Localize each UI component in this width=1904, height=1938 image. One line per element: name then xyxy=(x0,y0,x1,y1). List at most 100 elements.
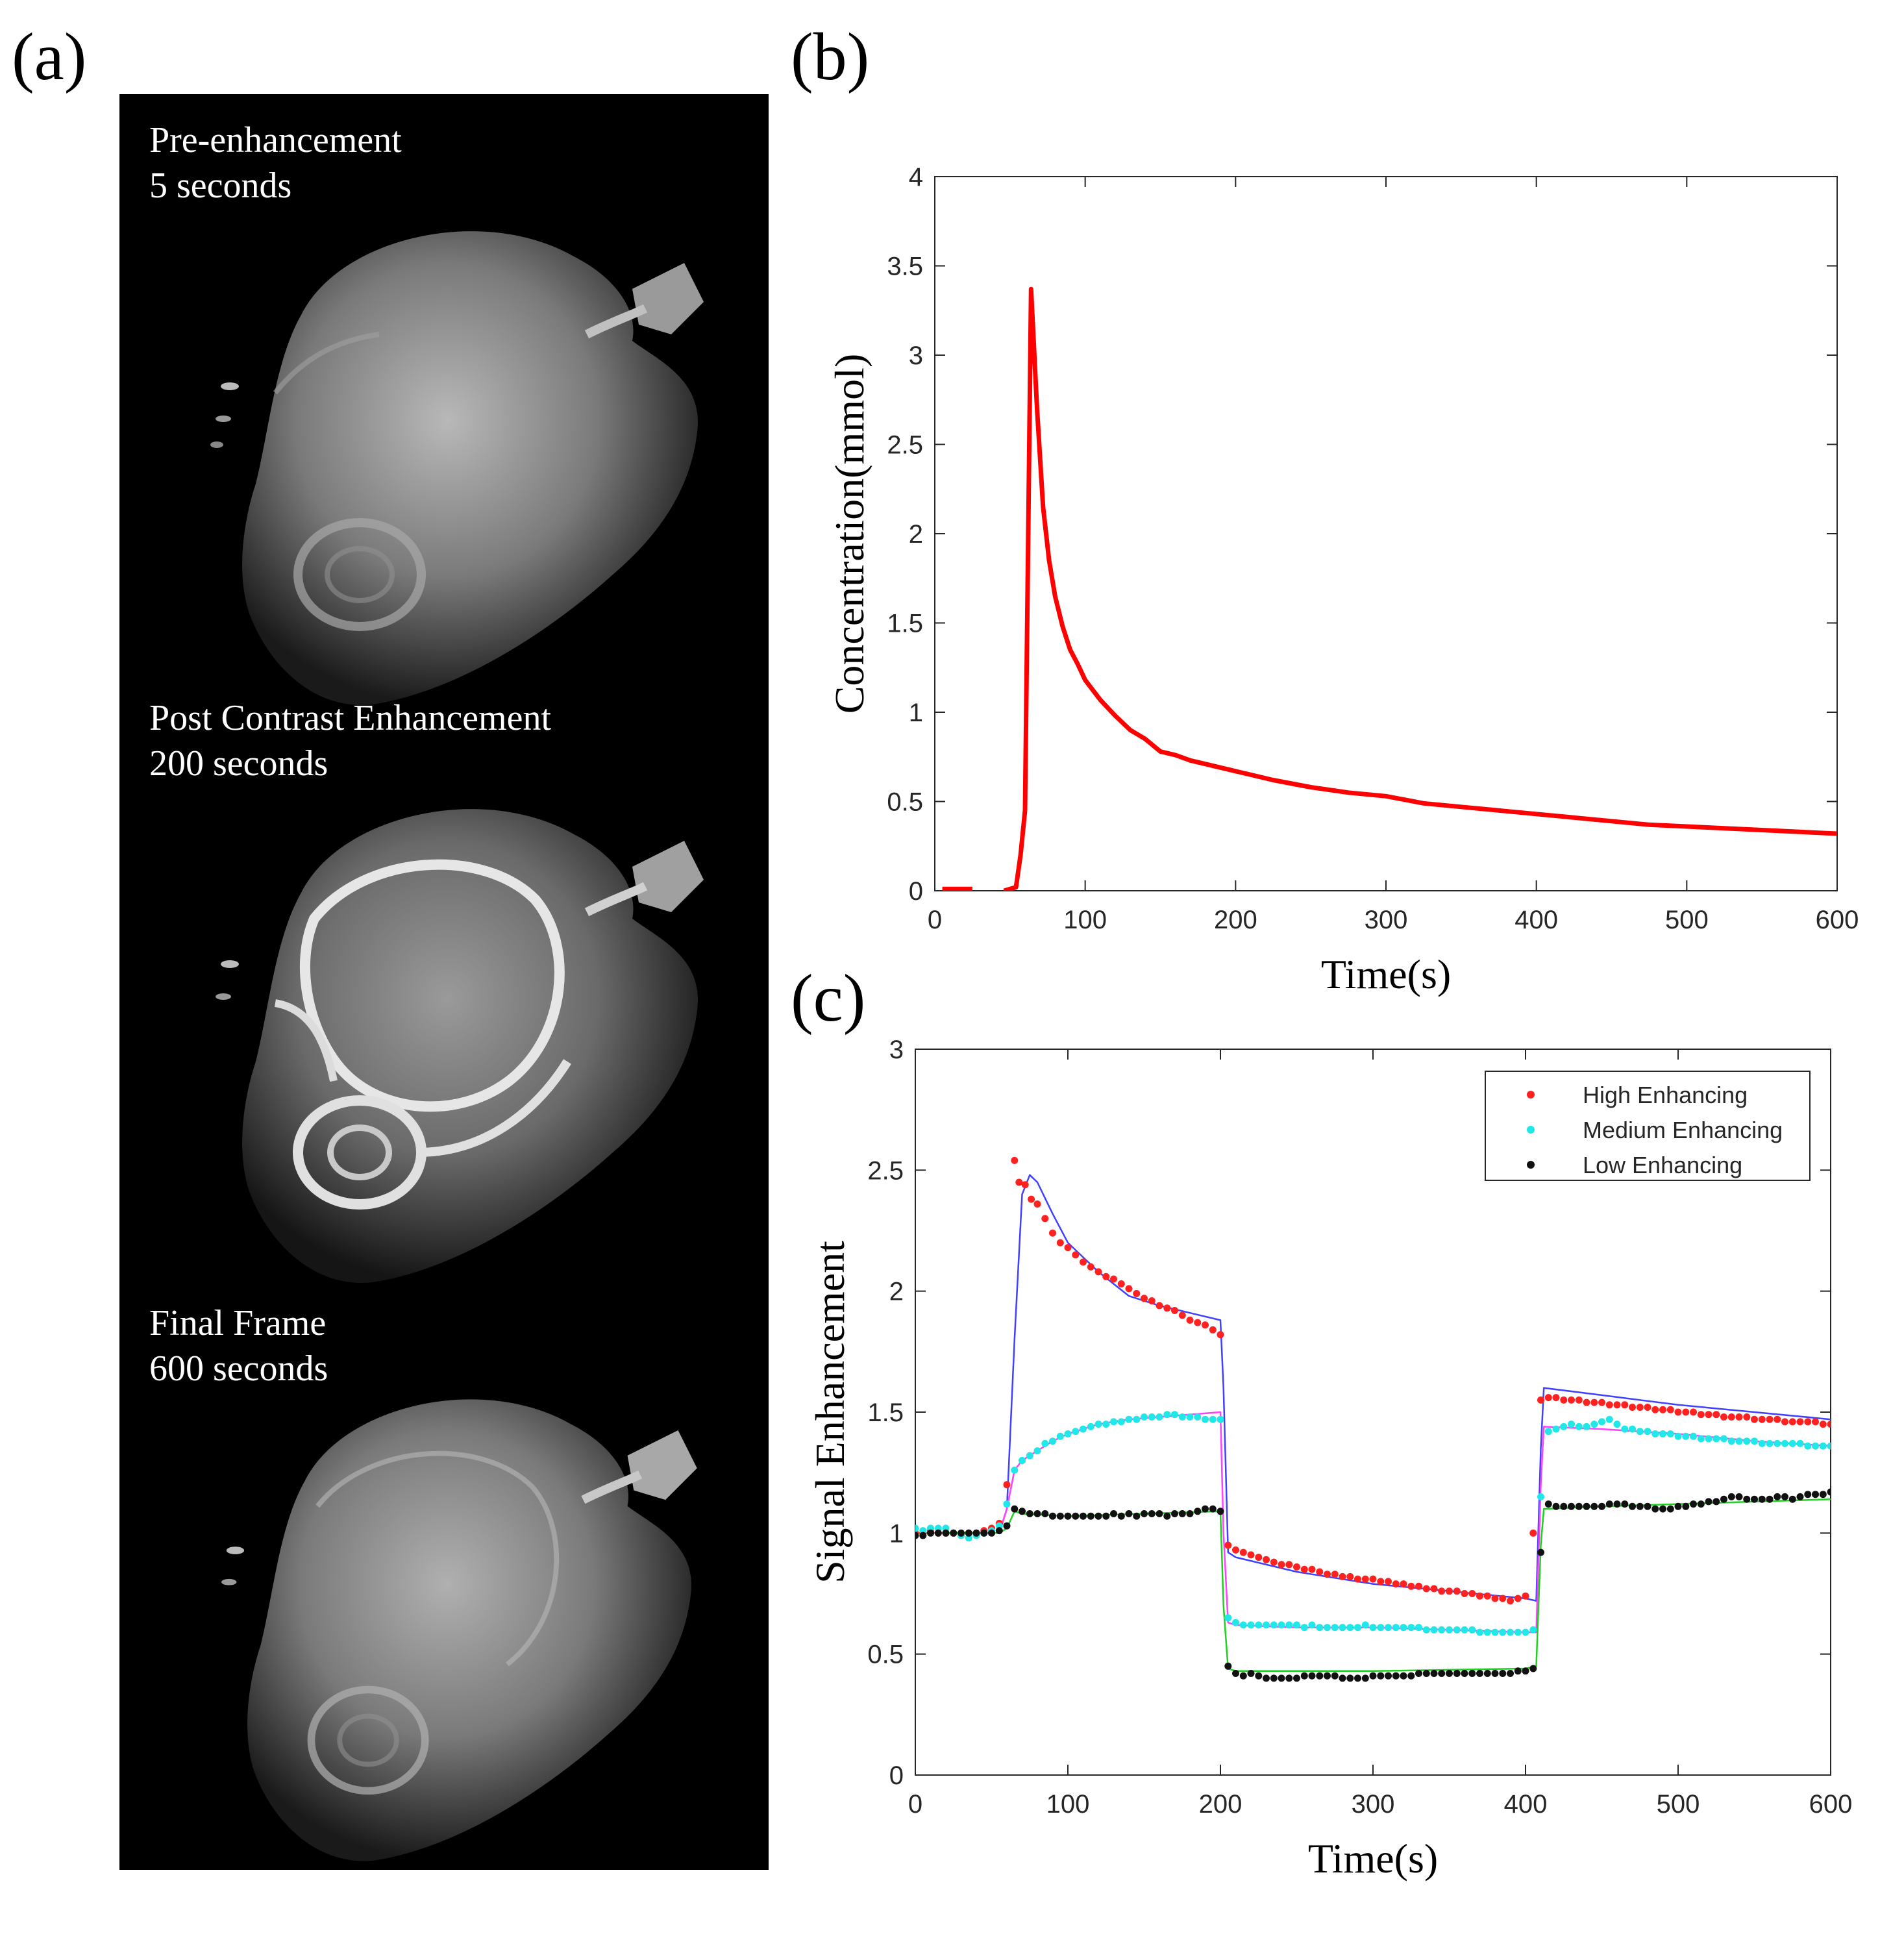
data-point-medium-enhancing xyxy=(1568,1421,1575,1428)
data-point-medium-enhancing xyxy=(1560,1422,1568,1430)
data-point-low-enhancing xyxy=(1735,1493,1743,1500)
data-point-medium-enhancing xyxy=(1133,1415,1141,1423)
data-point-medium-enhancing xyxy=(1774,1439,1781,1447)
data-point-low-enhancing xyxy=(1392,1672,1400,1680)
data-point-high-enhancing xyxy=(1186,1316,1194,1324)
x-axis-label: Time(s) xyxy=(1308,1835,1438,1882)
data-point-medium-enhancing xyxy=(1011,1466,1019,1474)
data-point-high-enhancing xyxy=(1194,1319,1202,1326)
data-point-medium-enhancing xyxy=(1125,1415,1133,1423)
data-point-medium-enhancing xyxy=(1385,1624,1392,1632)
data-point-medium-enhancing xyxy=(1544,1428,1552,1435)
data-point-high-enhancing xyxy=(1094,1268,1102,1276)
data-point-high-enhancing xyxy=(1400,1580,1407,1588)
data-point-medium-enhancing xyxy=(1796,1439,1804,1447)
data-point-low-enhancing xyxy=(1697,1500,1705,1508)
data-point-medium-enhancing xyxy=(1232,1619,1239,1626)
data-point-low-enhancing xyxy=(1720,1495,1727,1503)
data-point-low-enhancing xyxy=(1804,1491,1812,1498)
x-tick-label: 400 xyxy=(1515,906,1558,934)
data-point-high-enhancing xyxy=(1583,1398,1590,1406)
data-point-medium-enhancing xyxy=(1255,1621,1263,1629)
mri-frame-final xyxy=(221,1399,697,1861)
data-point-high-enhancing xyxy=(1178,1311,1186,1319)
data-point-high-enhancing xyxy=(1644,1404,1651,1411)
data-point-low-enhancing xyxy=(1385,1672,1392,1680)
data-point-medium-enhancing xyxy=(1263,1621,1270,1629)
data-point-medium-enhancing xyxy=(1781,1439,1788,1447)
data-point-medium-enhancing xyxy=(1430,1626,1438,1634)
data-point-low-enhancing xyxy=(1583,1502,1590,1510)
y-tick-label: 0 xyxy=(909,877,923,906)
data-point-medium-enhancing xyxy=(1712,1435,1720,1443)
data-point-medium-enhancing xyxy=(1392,1624,1400,1632)
series-line-arterial-input xyxy=(1003,286,1837,891)
data-point-low-enhancing xyxy=(1727,1493,1735,1500)
data-point-low-enhancing xyxy=(1774,1493,1781,1500)
data-point-low-enhancing xyxy=(1316,1672,1324,1680)
y-tick-label: 3 xyxy=(909,342,923,370)
data-point-high-enhancing xyxy=(1613,1401,1621,1409)
data-point-high-enhancing xyxy=(1666,1406,1674,1413)
frame-1-time: 5 seconds xyxy=(149,166,292,206)
data-point-high-enhancing xyxy=(1422,1585,1430,1593)
data-point-high-enhancing xyxy=(1339,1572,1346,1580)
data-point-medium-enhancing xyxy=(1202,1415,1209,1423)
y-tick-label: 1.5 xyxy=(887,610,923,638)
data-point-medium-enhancing xyxy=(1735,1437,1743,1445)
data-point-medium-enhancing xyxy=(1377,1624,1385,1632)
x-tick-label: 600 xyxy=(1809,1790,1853,1819)
legend: High Enhancing Medium Enhancing Low Enhanc… xyxy=(1485,1071,1811,1181)
data-point-low-enhancing xyxy=(1415,1670,1422,1677)
data-point-high-enhancing xyxy=(1049,1229,1056,1237)
data-point-low-enhancing xyxy=(1339,1674,1346,1682)
data-point-high-enhancing xyxy=(1346,1572,1354,1580)
data-point-high-enhancing xyxy=(1774,1415,1781,1423)
data-point-low-enhancing xyxy=(1064,1512,1072,1520)
data-point-low-enhancing xyxy=(1072,1512,1080,1520)
data-point-high-enhancing xyxy=(1080,1258,1087,1266)
data-point-low-enhancing xyxy=(1666,1505,1674,1513)
data-point-low-enhancing xyxy=(919,1532,927,1539)
data-point-medium-enhancing xyxy=(1499,1628,1507,1636)
data-point-medium-enhancing xyxy=(1247,1621,1255,1629)
plot-area xyxy=(942,286,1837,891)
data-point-high-enhancing xyxy=(1690,1408,1697,1416)
data-point-low-enhancing xyxy=(1743,1495,1751,1503)
data-point-low-enhancing xyxy=(1202,1505,1209,1513)
data-point-low-enhancing xyxy=(1575,1502,1583,1510)
data-point-low-enhancing xyxy=(1453,1670,1461,1677)
data-point-medium-enhancing xyxy=(1163,1411,1171,1419)
data-point-low-enhancing xyxy=(1507,1670,1514,1677)
data-point-medium-enhancing xyxy=(1621,1425,1629,1433)
data-point-medium-enhancing xyxy=(1400,1624,1407,1632)
data-point-low-enhancing xyxy=(995,1527,1003,1535)
data-point-high-enhancing xyxy=(1537,1396,1544,1404)
data-point-low-enhancing xyxy=(1263,1674,1270,1682)
x-tick-label: 0 xyxy=(928,906,942,934)
data-point-medium-enhancing xyxy=(1827,1442,1831,1450)
data-point-low-enhancing xyxy=(1766,1495,1774,1503)
data-point-low-enhancing xyxy=(915,1532,919,1539)
data-point-high-enhancing xyxy=(1781,1418,1788,1426)
data-point-medium-enhancing xyxy=(1080,1425,1087,1433)
data-point-medium-enhancing xyxy=(1415,1624,1422,1632)
data-point-high-enhancing xyxy=(1507,1597,1514,1605)
data-point-high-enhancing xyxy=(1674,1408,1682,1416)
data-point-medium-enhancing xyxy=(1651,1430,1659,1437)
x-tick-label: 300 xyxy=(1352,1790,1395,1819)
data-point-low-enhancing xyxy=(1026,1510,1033,1517)
data-point-high-enhancing xyxy=(1141,1295,1148,1302)
data-point-medium-enhancing xyxy=(915,1524,919,1532)
data-point-high-enhancing xyxy=(1446,1587,1453,1595)
data-point-high-enhancing xyxy=(1278,1561,1285,1569)
data-point-high-enhancing xyxy=(1727,1413,1735,1421)
y-axis-label: Signal Enhancement xyxy=(807,1241,853,1584)
data-point-low-enhancing xyxy=(1331,1672,1339,1680)
data-point-high-enhancing xyxy=(1415,1582,1422,1590)
legend-label: Medium Enhancing xyxy=(1583,1117,1783,1143)
data-point-high-enhancing xyxy=(1514,1595,1522,1602)
x-tick-label: 600 xyxy=(1816,906,1859,934)
data-point-low-enhancing xyxy=(1446,1670,1453,1677)
data-point-high-enhancing xyxy=(1331,1571,1339,1578)
